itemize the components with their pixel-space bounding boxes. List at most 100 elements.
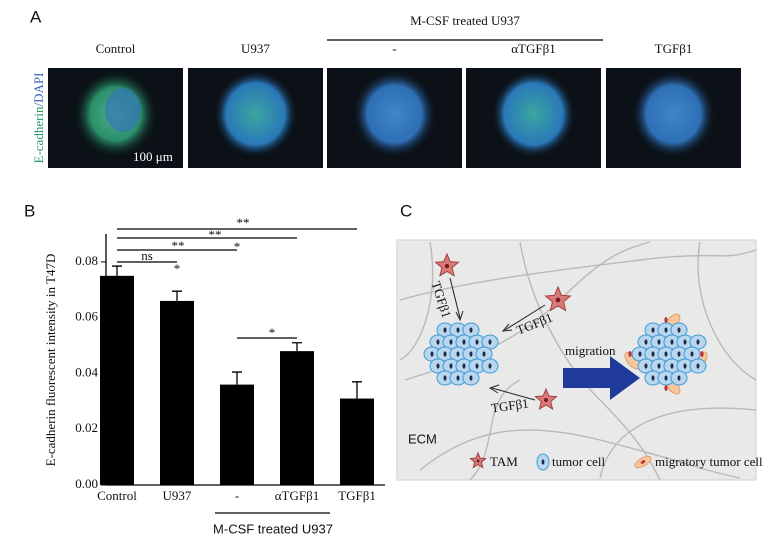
y-tick-label: 0.04 <box>75 364 98 379</box>
significance-label: * <box>174 261 181 276</box>
nucleus <box>683 363 687 369</box>
nucleus <box>664 385 668 391</box>
panel-label: A <box>30 7 42 26</box>
significance-label: ns <box>141 248 153 263</box>
cell-clusters <box>423 252 708 471</box>
nucleus <box>700 351 704 357</box>
stain-blue: /DAPI <box>31 73 46 107</box>
nucleus <box>696 339 700 345</box>
bar <box>340 398 374 485</box>
bar <box>280 351 314 485</box>
nucleus <box>664 375 668 381</box>
y-axis-label: E-cadherin fluorescent intensity in T47D <box>43 254 58 467</box>
bar <box>100 275 134 485</box>
significance-label: * <box>234 239 241 254</box>
significance-label: ** <box>237 215 250 230</box>
nucleus <box>644 339 648 345</box>
significance-label: ** <box>172 238 185 253</box>
y-tick-label: 0.00 <box>75 476 98 491</box>
nucleus <box>436 339 440 345</box>
bar <box>160 300 194 485</box>
x-tick-label: Control <box>97 488 137 503</box>
nucleus <box>475 339 479 345</box>
nucleus <box>469 351 473 357</box>
nucleus <box>469 375 473 381</box>
nucleus <box>683 339 687 345</box>
nucleus <box>677 351 681 357</box>
panel-label: C <box>400 201 412 220</box>
y-tick-label: 0.08 <box>75 253 98 268</box>
signal-arrows <box>449 277 546 401</box>
bar <box>220 384 254 485</box>
spheroid <box>631 70 716 158</box>
spheroid <box>352 70 437 158</box>
nucleus <box>690 351 694 357</box>
x-tick-label: αTGFβ1 <box>275 488 319 503</box>
ecm-label: ECM <box>408 431 437 446</box>
nucleus <box>469 327 473 333</box>
tam-nucleus <box>544 398 548 402</box>
nucleus <box>696 363 700 369</box>
error-bar <box>112 265 122 276</box>
significance-label: * <box>269 325 276 340</box>
signal-label: TGFβ1 <box>490 395 529 415</box>
nucleus <box>462 339 466 345</box>
nucleus <box>430 351 434 357</box>
spheroid-core <box>105 88 141 132</box>
micrographs <box>48 68 741 168</box>
nucleus <box>456 351 460 357</box>
column-label: αTGFβ1 <box>511 41 555 56</box>
nucleus <box>488 339 492 345</box>
nucleus <box>443 351 447 357</box>
nucleus <box>436 363 440 369</box>
error-bar <box>232 371 242 385</box>
nucleus <box>449 363 453 369</box>
legend-label: tumor cell <box>552 454 605 469</box>
nucleus <box>657 363 661 369</box>
nucleus <box>628 351 632 357</box>
column-label: TGFβ1 <box>655 41 693 56</box>
group-label: M-CSF treated U937 <box>410 13 520 28</box>
nucleus <box>443 375 447 381</box>
arrow-label: migration <box>565 343 616 358</box>
nucleus <box>456 375 460 381</box>
legend-label: TAM <box>490 454 518 469</box>
group-label: M-CSF treated U937 <box>213 521 333 536</box>
nucleus <box>443 327 447 333</box>
stain-label: E-cadherin/DAPI <box>31 73 46 164</box>
spheroid <box>491 70 576 158</box>
legend-nucleus <box>640 460 646 464</box>
significance-label: ** <box>209 227 222 242</box>
column-label: - <box>392 41 396 56</box>
nucleus <box>462 363 466 369</box>
spheroid <box>213 70 298 158</box>
tam-nucleus <box>476 459 480 463</box>
nucleus <box>456 327 460 333</box>
nucleus <box>482 351 486 357</box>
nucleus <box>670 363 674 369</box>
column-label: U937 <box>241 41 270 56</box>
nucleus <box>677 327 681 333</box>
nucleus <box>651 351 655 357</box>
legend-nucleus <box>541 459 545 465</box>
error-bar <box>352 381 362 399</box>
error-bar <box>292 342 302 352</box>
scale-bar-label: 100 μm <box>133 149 173 164</box>
nucleus <box>651 375 655 381</box>
x-tick-label: TGFβ1 <box>338 488 376 503</box>
migration-arrow <box>563 356 640 400</box>
x-tick-label: - <box>235 488 239 503</box>
nucleus <box>638 351 642 357</box>
nucleus <box>664 327 668 333</box>
stain-green: E-cadherin <box>31 106 46 164</box>
nucleus <box>644 363 648 369</box>
column-label: Control <box>96 41 136 56</box>
nucleus <box>664 351 668 357</box>
nucleus <box>475 363 479 369</box>
nucleus <box>651 327 655 333</box>
error-bar <box>172 290 182 301</box>
tam-nucleus <box>555 297 561 303</box>
panel-label: B <box>24 201 35 220</box>
